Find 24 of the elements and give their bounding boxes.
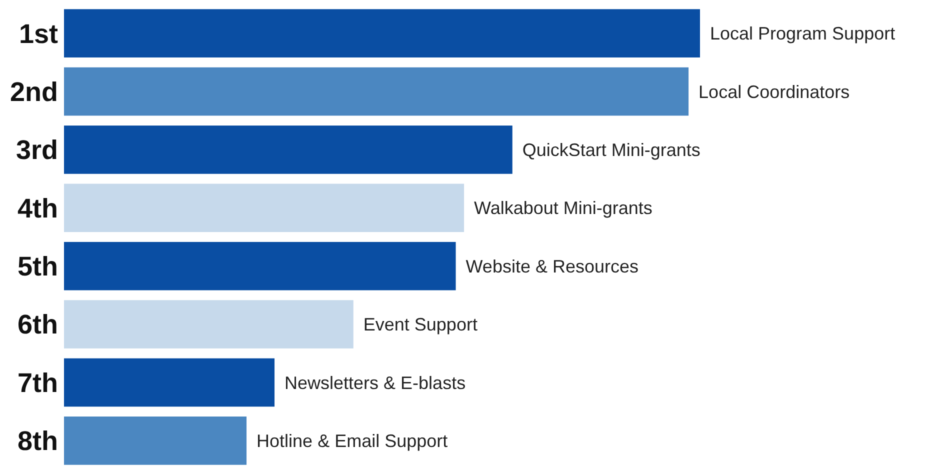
y-tick-label: 1st [18, 18, 58, 49]
annotation: Hotline & Email Support [256, 430, 448, 451]
y-tick-label: 5th [18, 252, 58, 282]
y-tick-label: 6th [18, 310, 58, 340]
annotation: Event Support [363, 314, 478, 335]
bar [64, 242, 456, 290]
y-tick-label: 7th [18, 368, 58, 398]
annotation: Walkabout Mini-grants [474, 198, 652, 218]
annotation: Local Program Support [710, 24, 896, 44]
bar [64, 358, 275, 407]
y-tick-label: 3rd [16, 135, 58, 166]
y-tick-label: 4th [18, 193, 58, 224]
bar [64, 126, 512, 174]
annotation: Local Coordinators [698, 82, 850, 102]
bar [64, 184, 464, 232]
annotation: Newsletters & E-blasts [284, 372, 466, 393]
y-tick-label: 2nd [10, 76, 58, 107]
bar [64, 9, 700, 58]
bar [64, 416, 247, 465]
annotation: Website & Resources [466, 256, 639, 276]
bar [64, 67, 689, 116]
y-tick-label: 8th [18, 426, 58, 456]
annotation: QuickStart Mini-grants [522, 140, 700, 160]
bar [64, 300, 354, 348]
